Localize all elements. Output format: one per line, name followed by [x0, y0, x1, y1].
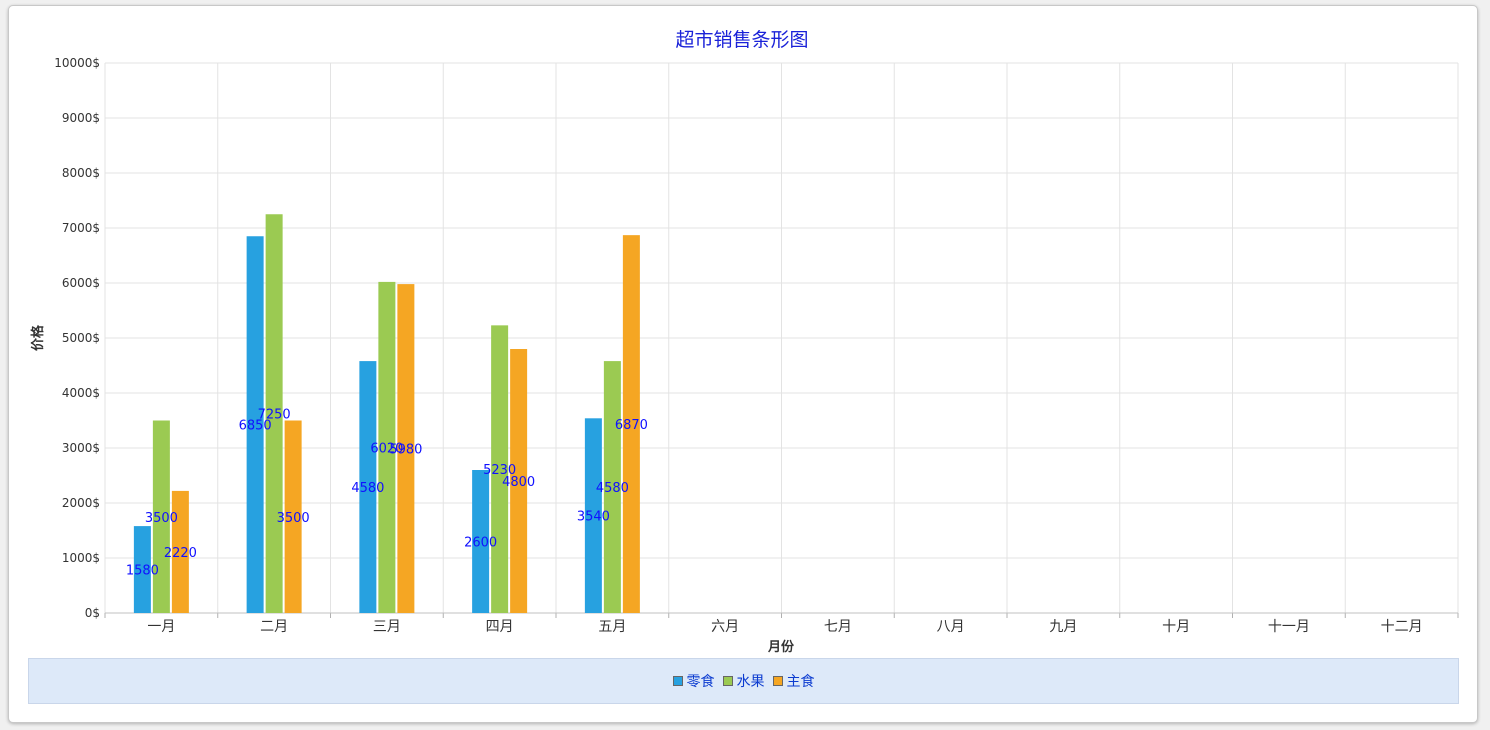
bars — [133, 214, 640, 614]
x-tick-label: 五月 — [598, 619, 626, 635]
y-axis-title: 价格 — [30, 324, 46, 351]
x-tick-label: 一月 — [147, 619, 175, 635]
legend-swatch — [672, 676, 683, 686]
y-axis-ticks: 0$ 1000$ 2000$ 3000$ 4000$ 5000$ 6000$ 7000$ 800… — [54, 56, 100, 620]
y-tick-label: 5000$ — [62, 331, 100, 345]
bar[interactable] — [265, 214, 283, 613]
y-tick-label: 2000$ — [62, 496, 100, 510]
legend-label: 零食 — [686, 674, 715, 690]
legend-item[interactable]: 零食 — [672, 671, 715, 691]
x-tick-label: 十一月 — [1268, 619, 1310, 635]
x-tick-label: 二月 — [260, 619, 288, 635]
y-tick-label: 3000$ — [62, 441, 100, 455]
data-label: 2220 — [164, 546, 197, 561]
y-tick-label: 4000$ — [62, 386, 100, 400]
legend-item[interactable]: 主食 — [772, 671, 815, 691]
y-tick-label: 10000$ — [54, 56, 100, 70]
grid-lines — [104, 62, 1459, 618]
data-label: 5980 — [389, 443, 422, 458]
data-label: 3540 — [577, 510, 610, 525]
data-label: 7250 — [258, 408, 291, 423]
bar[interactable] — [359, 361, 377, 613]
y-tick-label: 7000$ — [62, 221, 100, 235]
x-tick-label: 四月 — [486, 619, 514, 635]
bar[interactable] — [246, 236, 264, 613]
y-tick-label: 8000$ — [62, 166, 100, 180]
bar[interactable] — [472, 470, 490, 613]
y-tick-label: 1000$ — [62, 551, 100, 565]
bar[interactable] — [397, 284, 415, 613]
x-tick-label: 九月 — [1049, 619, 1077, 635]
x-axis-title: 月份 — [767, 639, 795, 655]
data-label: 5230 — [483, 463, 516, 478]
legend-label: 主食 — [786, 674, 815, 690]
y-tick-label: 9000$ — [62, 111, 100, 125]
bar[interactable] — [133, 526, 151, 613]
bar[interactable] — [603, 361, 621, 613]
bar[interactable] — [152, 420, 170, 614]
legend-swatch — [722, 676, 733, 686]
x-tick-label: 八月 — [937, 619, 965, 635]
bar[interactable] — [510, 349, 528, 613]
data-label: 4580 — [351, 481, 384, 496]
bar[interactable] — [584, 418, 602, 613]
bar[interactable] — [171, 490, 189, 613]
x-tick-label: 七月 — [824, 619, 852, 635]
x-tick-label: 十月 — [1162, 619, 1190, 635]
data-label: 6850 — [239, 419, 272, 434]
data-label: 6870 — [615, 418, 648, 433]
bar[interactable] — [622, 235, 640, 613]
bar[interactable] — [491, 325, 509, 613]
data-labels: 1580 6850 4580 2600 3540 3500 7250 6020 5230 4580… — [126, 408, 648, 579]
data-label: 3500 — [145, 511, 178, 526]
data-label: 1580 — [126, 564, 159, 579]
legend-item[interactable]: 水果 — [722, 671, 765, 691]
data-label: 4800 — [502, 475, 535, 490]
legend-label: 水果 — [736, 674, 765, 690]
data-label: 3500 — [277, 511, 310, 526]
x-tick-label: 六月 — [711, 619, 739, 635]
x-tick-label: 十二月 — [1381, 619, 1423, 635]
chart-title: 超市销售条形图 — [675, 29, 808, 51]
bar[interactable] — [284, 420, 302, 614]
bar[interactable] — [378, 281, 396, 613]
x-tick-label: 三月 — [373, 619, 401, 635]
x-axis-ticks: 一月 二月 三月 四月 五月 六月 七月 八月 九月 十月 十一月 十二月 — [147, 619, 1422, 635]
data-label: 2600 — [464, 536, 497, 551]
legend-swatch — [772, 676, 783, 686]
data-label: 4580 — [596, 481, 629, 496]
y-tick-label: 6000$ — [62, 276, 100, 290]
legend: 零食 水果 主食 — [28, 658, 1459, 704]
data-label: 6020 — [370, 441, 403, 456]
y-tick-label: 0$ — [85, 606, 100, 620]
